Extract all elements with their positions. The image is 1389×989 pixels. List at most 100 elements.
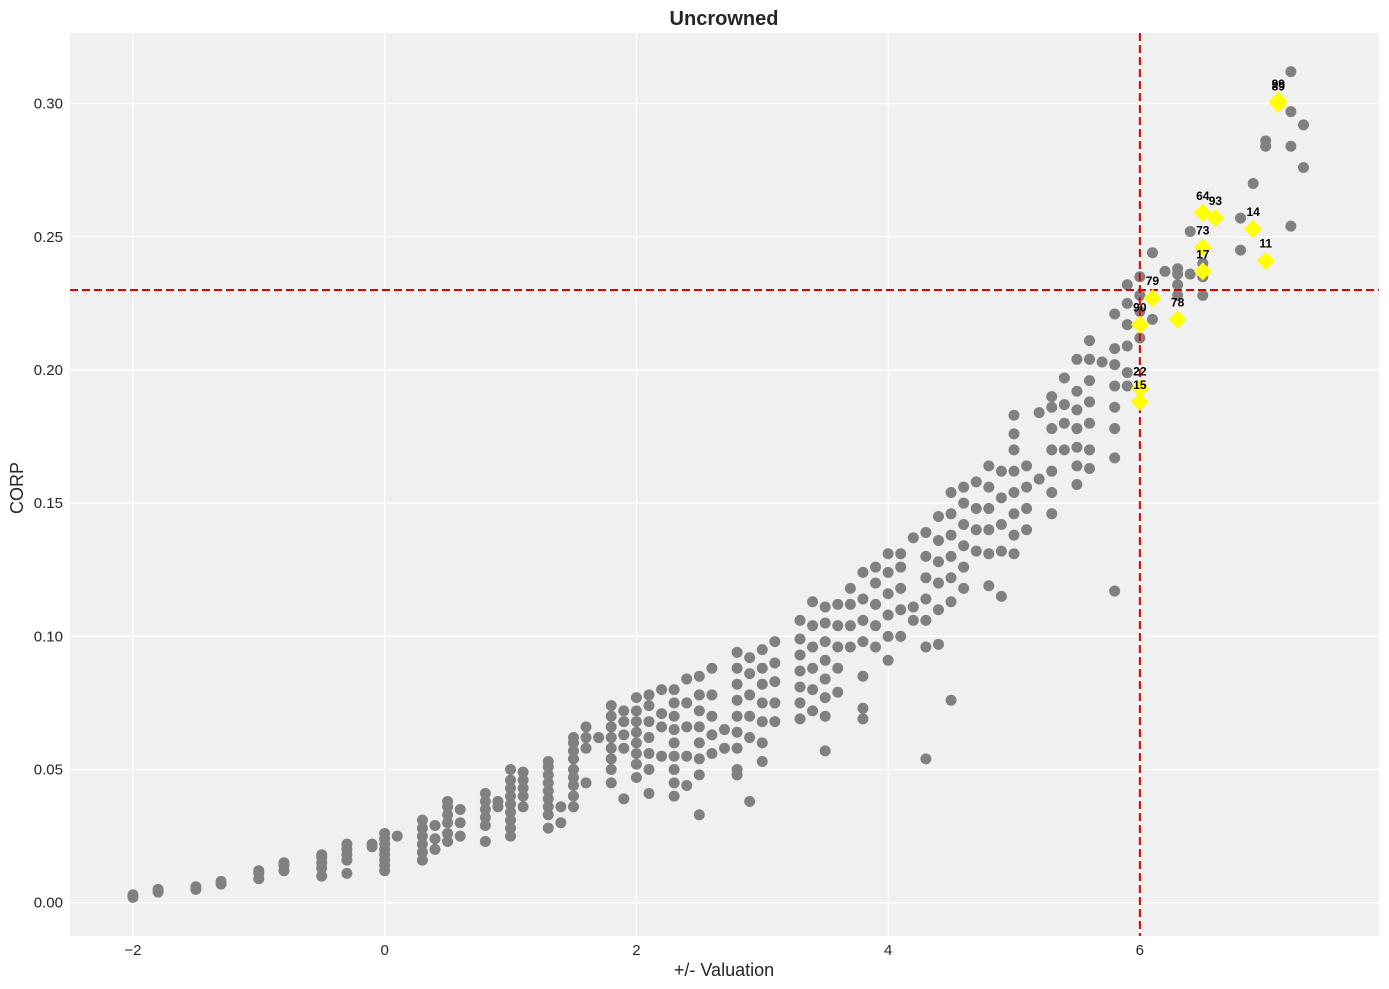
data-point <box>693 753 705 765</box>
data-point <box>605 777 617 789</box>
data-point <box>882 630 894 642</box>
data-point <box>505 774 517 786</box>
data-point <box>505 806 517 818</box>
data-point <box>1172 263 1184 275</box>
data-point <box>643 787 655 799</box>
data-point <box>1033 407 1045 419</box>
highlight-label: 64 <box>1196 189 1210 203</box>
data-point <box>907 601 919 613</box>
highlight-marker <box>1130 315 1149 334</box>
data-point <box>643 748 655 760</box>
data-point <box>958 540 970 552</box>
data-point <box>731 710 743 722</box>
data-point <box>1109 423 1121 435</box>
data-point <box>807 641 819 653</box>
data-point <box>630 692 642 704</box>
data-point <box>920 614 932 626</box>
data-point <box>1285 106 1297 118</box>
data-point <box>1071 441 1083 453</box>
data-point <box>391 830 403 842</box>
data-point <box>693 721 705 733</box>
data-point <box>1121 340 1133 352</box>
data-point <box>983 548 995 560</box>
data-point <box>920 572 932 584</box>
data-point <box>819 673 831 685</box>
data-point <box>668 790 680 802</box>
data-point <box>442 795 454 807</box>
data-point <box>505 790 517 802</box>
data-point <box>1197 289 1209 301</box>
data-point <box>1021 460 1033 472</box>
data-point <box>882 548 894 560</box>
data-point <box>505 764 517 776</box>
data-point <box>416 822 428 834</box>
data-point <box>920 641 932 653</box>
data-point <box>693 737 705 749</box>
data-points <box>127 66 1309 903</box>
data-point <box>1297 162 1309 174</box>
data-point <box>1121 380 1133 392</box>
data-point <box>882 588 894 600</box>
data-point <box>215 875 227 887</box>
data-point <box>1046 486 1058 498</box>
data-point <box>857 593 869 605</box>
data-point <box>605 753 617 765</box>
data-point <box>341 867 353 879</box>
data-point <box>945 596 957 608</box>
y-tick-label: 0.15 <box>34 495 63 512</box>
highlight-marker <box>1130 379 1149 398</box>
highlight-label: 11 <box>1259 237 1272 251</box>
data-point <box>693 705 705 717</box>
data-point <box>1046 465 1058 477</box>
data-point <box>542 777 554 789</box>
data-point <box>983 502 995 514</box>
data-point <box>630 705 642 717</box>
data-point <box>983 580 995 592</box>
data-point <box>555 801 567 813</box>
data-point <box>706 748 718 760</box>
data-point <box>756 737 768 749</box>
data-point <box>719 724 730 736</box>
data-point <box>932 577 944 589</box>
data-point <box>454 803 466 815</box>
data-point <box>895 630 907 642</box>
data-point <box>567 780 579 791</box>
data-point <box>807 662 819 674</box>
highlight-label: 79 <box>1146 274 1160 288</box>
highlight-label: 89 <box>1272 80 1286 94</box>
data-point <box>1058 444 1070 456</box>
data-point <box>1109 401 1121 413</box>
data-point <box>668 684 680 696</box>
y-tick-label: 0.20 <box>34 362 63 379</box>
data-point <box>416 838 428 850</box>
data-point <box>542 822 554 834</box>
data-point <box>492 795 504 807</box>
data-point <box>630 758 642 770</box>
data-point <box>656 750 668 762</box>
data-point <box>744 689 756 701</box>
data-point <box>580 777 592 789</box>
data-point <box>505 830 517 842</box>
x-tick-label: −2 <box>124 942 141 959</box>
data-point <box>995 545 1007 557</box>
highlight-label: 93 <box>1209 194 1223 208</box>
data-point <box>630 748 642 760</box>
data-point <box>643 732 655 744</box>
data-point <box>882 609 894 621</box>
data-point <box>756 662 768 674</box>
data-point <box>505 782 517 794</box>
data-point <box>1008 486 1020 498</box>
data-point <box>618 705 630 717</box>
data-point <box>542 809 554 821</box>
data-point <box>1046 444 1058 456</box>
data-point <box>567 801 579 813</box>
data-point <box>731 694 743 706</box>
data-point <box>794 697 806 709</box>
highlight-label: 99 <box>1272 77 1286 91</box>
data-point <box>857 670 869 682</box>
data-point <box>1058 417 1070 429</box>
data-point <box>656 684 668 696</box>
highlight-label: 14 <box>1246 205 1260 219</box>
